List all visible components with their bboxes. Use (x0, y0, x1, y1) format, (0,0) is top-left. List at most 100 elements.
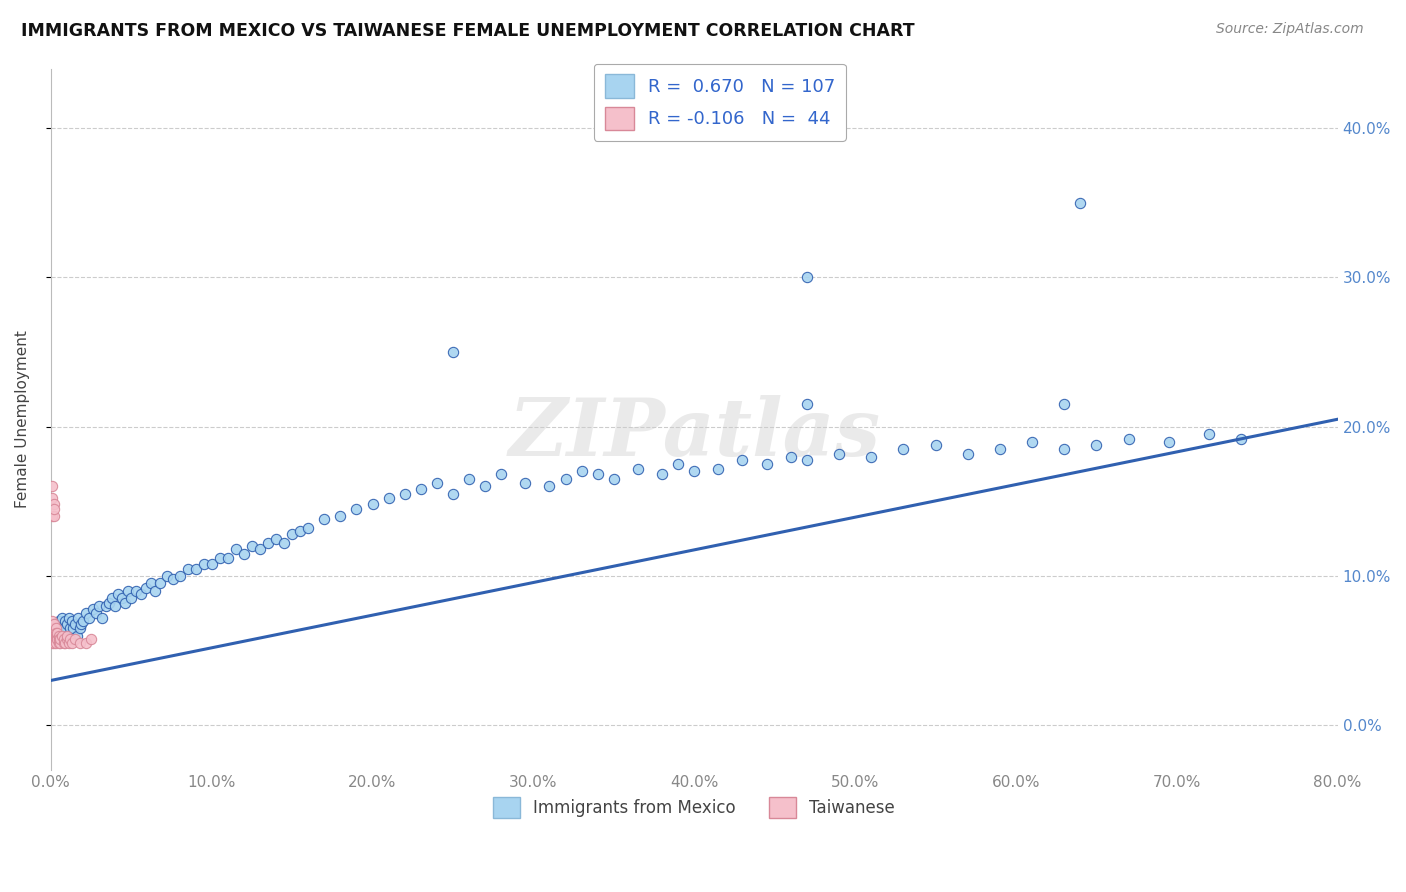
Point (56, 629, 79, 643)
Point (683, 465, 706, 479)
Point (125, 583, 148, 598)
Point (49, 623, 72, 637)
Point (41, 632, 63, 646)
Point (72, 614, 94, 628)
Point (441, 345, 464, 359)
Point (42, 625, 65, 640)
Point (80, 632, 103, 646)
Point (42, 629, 65, 643)
Point (51, 629, 73, 643)
Point (377, 491, 399, 506)
Point (42, 632, 65, 646)
Point (63, 616, 86, 631)
Point (554, 472, 576, 486)
Point (84, 607, 107, 621)
Point (731, 452, 754, 467)
Point (46, 632, 69, 646)
Point (42, 616, 65, 631)
Point (201, 557, 224, 571)
Point (156, 569, 179, 583)
Point (42, 501, 65, 516)
Point (489, 467, 512, 482)
Point (46, 629, 69, 643)
Point (51, 611, 73, 625)
Point (48, 636, 70, 650)
Point (474, 479, 496, 493)
Point (69, 636, 91, 650)
Point (63, 632, 86, 646)
Point (1085, 437, 1108, 451)
Point (149, 576, 172, 591)
Point (409, 483, 432, 497)
Point (52, 632, 75, 646)
Point (60, 636, 83, 650)
Point (779, 450, 801, 464)
Point (135, 581, 157, 595)
Point (139, 576, 162, 591)
Point (41, 621, 63, 635)
Point (1230, 432, 1253, 446)
Point (796, 397, 818, 411)
Point (101, 591, 124, 606)
Point (60, 614, 83, 628)
Point (796, 452, 818, 467)
Point (707, 461, 730, 475)
Point (1053, 397, 1076, 411)
Point (48, 632, 70, 646)
Point (145, 583, 167, 598)
Point (651, 467, 673, 482)
Point (361, 497, 384, 511)
Point (75, 636, 97, 650)
Point (891, 442, 914, 456)
Point (1021, 434, 1043, 449)
Point (755, 457, 778, 471)
Point (53, 636, 76, 650)
Point (58, 636, 80, 650)
Point (257, 536, 280, 550)
Text: Source: ZipAtlas.com: Source: ZipAtlas.com (1216, 22, 1364, 37)
Point (988, 442, 1011, 456)
Point (51, 629, 73, 643)
Point (329, 509, 352, 524)
Point (117, 583, 139, 598)
Point (441, 487, 464, 501)
Point (249, 542, 271, 557)
Point (860, 450, 883, 464)
Point (41, 491, 63, 506)
Point (273, 536, 295, 550)
Point (107, 587, 129, 601)
Point (42, 509, 65, 524)
Point (45, 621, 67, 635)
Point (87, 599, 110, 613)
Point (288, 524, 311, 539)
Point (426, 476, 449, 491)
Point (571, 465, 593, 479)
Point (120, 591, 142, 606)
Point (56, 616, 79, 631)
Point (1118, 432, 1140, 446)
Point (52, 636, 75, 650)
Point (67, 611, 90, 625)
Point (56, 632, 79, 646)
Point (42, 621, 65, 635)
Text: ZIPatlas: ZIPatlas (508, 394, 880, 472)
Point (176, 561, 198, 575)
Point (69, 621, 91, 635)
Legend: Immigrants from Mexico, Taiwanese: Immigrants from Mexico, Taiwanese (486, 790, 901, 825)
Point (828, 447, 851, 461)
Point (1157, 434, 1180, 449)
Point (346, 501, 368, 516)
Point (169, 569, 191, 583)
Point (79, 611, 101, 625)
Point (41, 509, 63, 524)
Point (41, 629, 63, 643)
Point (41, 636, 63, 650)
Point (49, 636, 72, 650)
Point (1198, 427, 1220, 442)
Point (62, 621, 84, 635)
Point (45, 625, 67, 640)
Point (193, 557, 215, 571)
Point (45, 632, 67, 646)
Point (70, 616, 93, 631)
Point (48, 614, 70, 628)
